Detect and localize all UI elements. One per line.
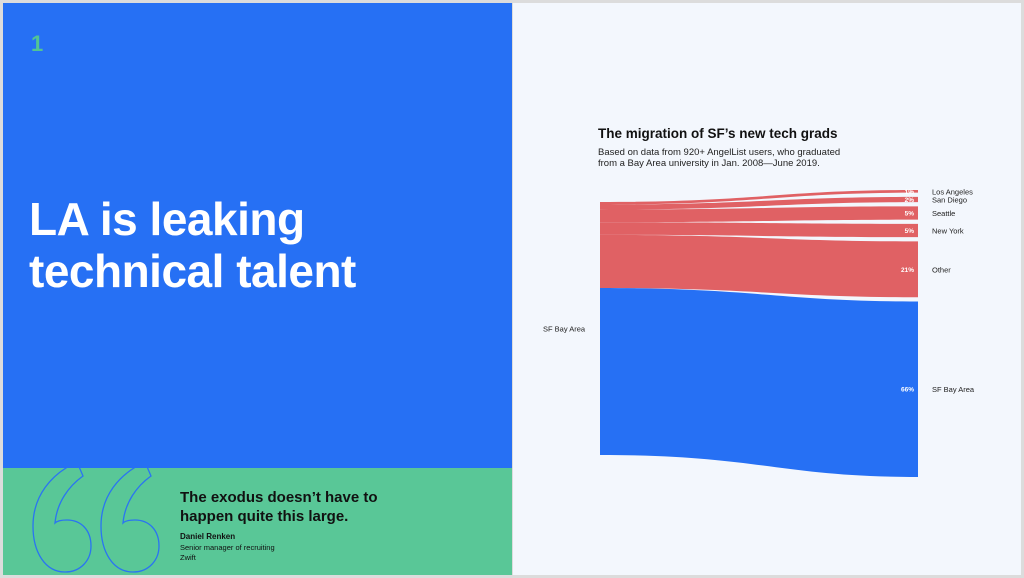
quote-text-line-1: The exodus doesn’t have to xyxy=(180,489,378,506)
target-label-los-angeles: Los Angeles xyxy=(932,187,973,196)
flow-value-label: 5% xyxy=(905,211,915,218)
quote-author-company: Zwift xyxy=(180,553,196,562)
quote-author-role: Senior manager of recruiting xyxy=(180,543,275,552)
quote-text: The exodus doesn’t have to happen quite … xyxy=(180,488,430,526)
slide-right-panel: The migration of SF’s new tech grads Bas… xyxy=(513,3,1021,575)
flow-seattle xyxy=(600,206,918,223)
flow-los-angeles xyxy=(600,190,918,205)
flow-other xyxy=(600,234,918,298)
source-label: SF Bay Area xyxy=(543,325,586,334)
chart-subtitle-line-1: Based on data from 920+ AngelList users,… xyxy=(598,147,841,158)
target-label-new-york: New York xyxy=(932,227,964,236)
flow-value-label: 1% xyxy=(905,189,915,196)
sankey-chart: 1% Los Angeles 2% San Diego 5% Seattle 5% New Y… xyxy=(543,187,975,477)
flow-sf-bay-area xyxy=(600,288,918,477)
flow-value-label: 2% xyxy=(905,197,915,204)
target-label-sf-bay-area: SF Bay Area xyxy=(932,385,975,394)
flow-new-york xyxy=(600,222,918,238)
target-label-san-diego: San Diego xyxy=(932,196,967,205)
headline-line-1: LA is leaking xyxy=(29,193,305,245)
quote-author: Daniel Renken xyxy=(180,532,236,541)
target-label-other: Other xyxy=(932,265,951,274)
flow-value-label: 66% xyxy=(901,387,914,394)
chart-title: The migration of SF’s new tech grads xyxy=(598,126,838,141)
quotation-mark-icon xyxy=(32,468,160,573)
chart-subtitle: Based on data from 920+ AngelList users,… xyxy=(598,147,918,169)
target-label-seattle: Seattle xyxy=(932,209,955,218)
headline: LA is leaking technical talent xyxy=(29,193,499,297)
quote-text-line-2: happen quite this large. xyxy=(180,508,349,525)
quote-panel: The exodus doesn’t have to happen quite … xyxy=(3,468,512,575)
headline-line-2: technical talent xyxy=(29,245,356,297)
flow-value-label: 21% xyxy=(901,267,914,274)
slide-left-panel: 1 LA is leaking technical talent xyxy=(3,3,512,468)
flow-san-diego xyxy=(600,196,918,210)
chart-subtitle-line-2: from a Bay Area university in Jan. 2008—… xyxy=(598,158,820,169)
page-number: 1 xyxy=(31,31,44,56)
flow-value-label: 5% xyxy=(905,228,915,235)
